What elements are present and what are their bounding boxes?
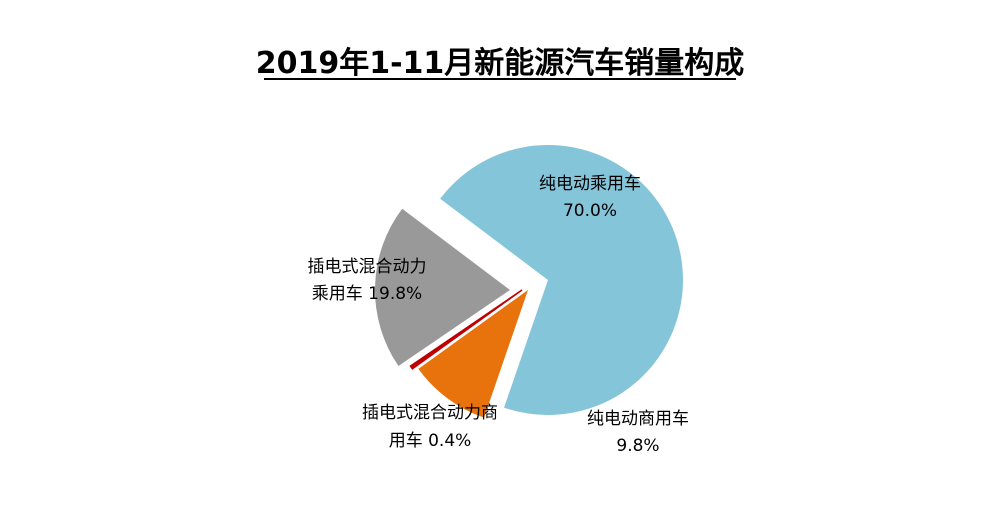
label-bev-commercial-name: 纯电动商用车 [587,409,689,429]
label-phev-passenger-name: 插电式混合动力 [308,257,427,277]
label-phev-commercial-name: 插电式混合动力商 [362,403,498,423]
slice-bev-commercial [418,290,528,418]
slice-bev-passenger [440,144,683,415]
label-bev-commercial-value: 9.8% [616,436,659,456]
pie-slices [374,144,683,418]
label-phev-commercial-value: 用车 0.4% [389,431,472,451]
slice-phev-commercial [409,289,523,370]
slice-phev-passenger [374,208,510,367]
label-bev-passenger-name: 纯电动乘用车 [539,174,641,194]
label-bev-passenger-value: 70.0% [563,201,617,221]
chart-title: 2019年1-11月新能源汽车销量构成 [256,46,745,81]
label-phev-passenger-value: 乘用车 19.8% [312,284,422,304]
